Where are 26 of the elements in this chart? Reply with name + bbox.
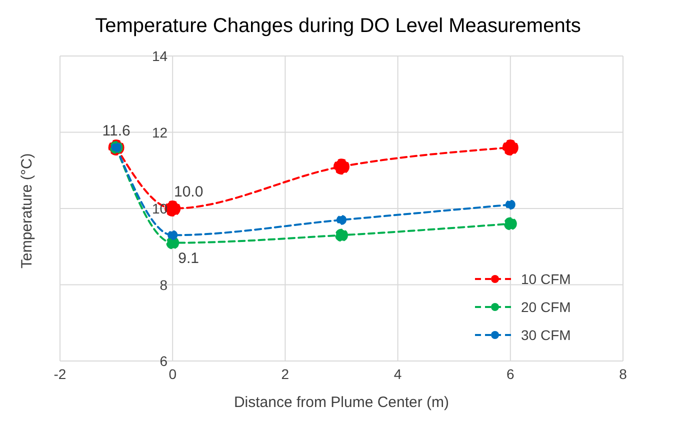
x-tick-label: 6	[506, 366, 514, 382]
x-tick-label: -2	[54, 366, 66, 382]
x-tick-label: 0	[168, 366, 177, 382]
y-tick-label: 12	[152, 124, 168, 140]
point	[505, 200, 516, 210]
point	[335, 228, 348, 242]
legend-label: 20 CFM	[521, 299, 571, 315]
y-axis-title: Temperature (°C)	[18, 153, 36, 268]
data-label: 9.1	[178, 250, 200, 267]
point	[504, 217, 517, 230]
x-axis-title: Distance from Plume Center (m)	[234, 394, 450, 411]
legend-label: 10 CFM	[521, 271, 571, 287]
data-label: 10.0	[174, 184, 204, 200]
data-label: 11.6	[102, 122, 130, 140]
point	[502, 140, 518, 156]
point	[334, 158, 350, 175]
point	[336, 214, 346, 225]
y-tick-label: 8	[160, 276, 168, 293]
chart-title: Temperature Changes during DO Level Measurements	[94, 14, 582, 39]
legend-label: 30 CFM	[521, 327, 571, 343]
point	[168, 230, 178, 240]
y-tick-label: 6	[160, 353, 168, 369]
y-tick-label: 14	[152, 48, 168, 64]
x-tick-label: 8	[619, 366, 628, 382]
x-tick-label: 4	[394, 366, 402, 382]
x-tick-label: 2	[281, 366, 290, 382]
